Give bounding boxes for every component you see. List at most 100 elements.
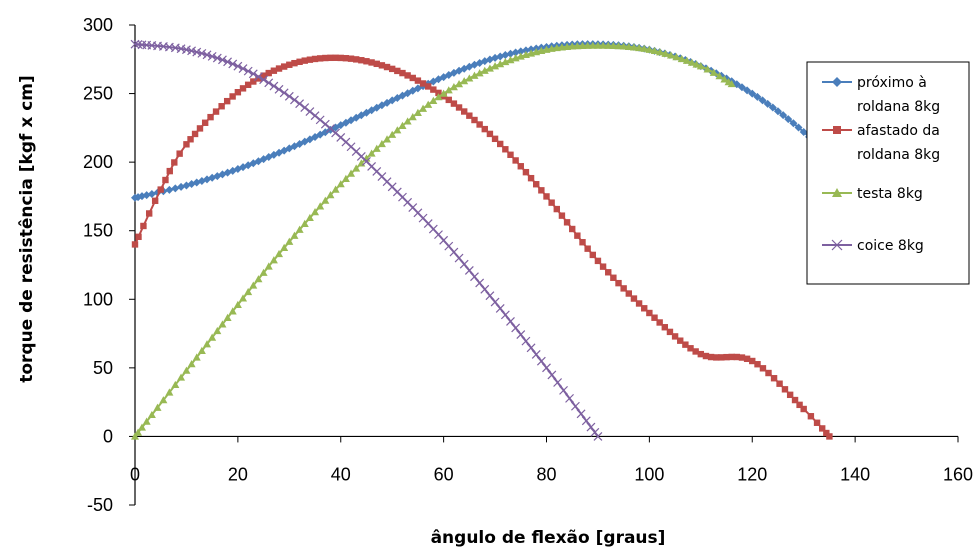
data-point — [378, 62, 386, 69]
data-point — [506, 316, 515, 326]
y-tick-label: 100 — [83, 289, 113, 309]
data-point — [703, 65, 712, 73]
data-point-stroke — [444, 241, 454, 251]
data-point — [187, 46, 197, 56]
x-tick-label: 80 — [536, 464, 556, 484]
data-point-stroke — [351, 147, 361, 156]
data-point — [337, 54, 344, 62]
data-point — [692, 60, 701, 68]
data-point — [291, 59, 298, 67]
data-point-stroke — [372, 167, 382, 176]
data-point — [512, 157, 519, 164]
data-point — [800, 405, 807, 413]
data-point-stroke — [137, 40, 147, 50]
data-point — [542, 363, 551, 373]
data-point — [171, 380, 180, 389]
data-point — [285, 237, 294, 245]
data-point-stroke — [182, 45, 191, 55]
data-point — [656, 319, 663, 326]
data-point — [449, 83, 458, 91]
data-point — [269, 256, 278, 264]
data-point — [192, 353, 201, 361]
data-point — [516, 47, 525, 56]
data-point — [475, 69, 484, 77]
data-point-stroke — [571, 401, 580, 411]
data-point — [526, 343, 536, 353]
data-point — [212, 108, 220, 115]
data-point — [331, 185, 340, 193]
legend-marker — [833, 126, 841, 134]
data-point — [743, 355, 751, 363]
x-axis-title: ângulo de flexão [graus] — [431, 528, 666, 548]
x-tick-label: 0 — [130, 464, 140, 484]
data-point — [799, 127, 808, 136]
data-point-stroke — [295, 99, 305, 109]
data-point — [748, 89, 757, 98]
data-point-stroke — [531, 350, 541, 359]
data-point — [223, 97, 231, 105]
data-point — [191, 130, 199, 138]
data-point — [332, 54, 339, 61]
data-point — [796, 401, 803, 409]
data-point — [212, 53, 222, 63]
data-point — [470, 272, 479, 282]
data-point — [590, 427, 600, 437]
data-point — [460, 77, 469, 85]
data-point-stroke — [464, 265, 474, 275]
data-point-stroke — [459, 259, 469, 269]
data-point-stroke — [428, 224, 438, 234]
data-point — [635, 300, 643, 307]
data-point — [444, 86, 453, 94]
data-point — [661, 324, 669, 331]
data-point — [715, 72, 724, 80]
data-point — [244, 81, 252, 89]
data-point — [464, 265, 474, 275]
data-point — [651, 314, 658, 321]
data-point — [306, 56, 314, 63]
data-point-stroke — [212, 53, 222, 63]
legend-marker-stroke — [831, 239, 843, 251]
data-point — [666, 51, 675, 59]
data-point — [279, 88, 289, 98]
data-point — [692, 348, 699, 355]
data-point-stroke — [202, 50, 212, 60]
data-point — [305, 213, 314, 222]
data-point — [571, 401, 580, 411]
data-point — [213, 326, 222, 335]
data-point — [501, 57, 510, 66]
data-point — [363, 58, 370, 65]
data-point — [265, 69, 272, 77]
data-point — [322, 54, 329, 62]
data-point — [682, 56, 691, 64]
data-point — [507, 151, 514, 158]
data-point-stroke — [418, 213, 428, 223]
data-point-stroke — [320, 119, 330, 129]
data-point-stroke — [565, 393, 574, 403]
data-point-stroke — [197, 48, 207, 58]
data-point — [336, 180, 345, 188]
data-point — [565, 393, 574, 403]
data-point — [779, 111, 788, 120]
data-point — [645, 45, 654, 53]
data-point — [635, 43, 644, 52]
data-point — [327, 54, 334, 62]
data-point-stroke — [382, 177, 392, 187]
data-point — [280, 63, 288, 70]
data-point-stroke — [490, 297, 500, 307]
data-point — [295, 225, 304, 233]
data-point — [506, 49, 515, 58]
y-tick-label: -50 — [87, 495, 113, 515]
data-point — [305, 107, 315, 117]
data-point-stroke — [290, 95, 299, 105]
data-point-stroke — [187, 46, 197, 56]
data-point — [413, 108, 422, 116]
legend-label: roldana 8kg — [857, 99, 940, 115]
data-point — [290, 95, 299, 105]
legend-label: próximo à — [857, 75, 927, 91]
data-point-stroke — [500, 310, 510, 320]
legend-label: afastado da — [857, 123, 940, 139]
data-point — [430, 86, 437, 93]
data-point-stroke — [485, 291, 495, 301]
data-point — [794, 123, 803, 132]
data-point — [709, 68, 718, 76]
